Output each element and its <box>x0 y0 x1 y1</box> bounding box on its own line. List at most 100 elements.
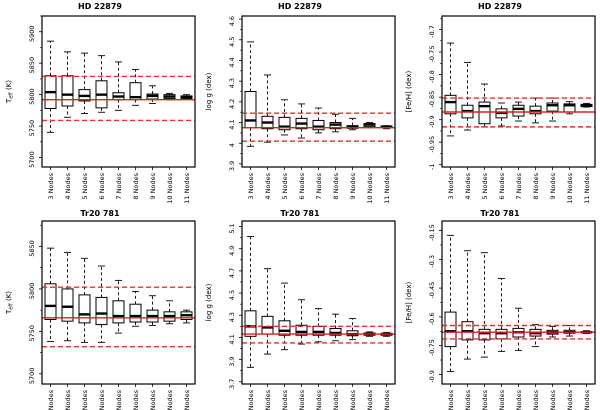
x-tick-label: 5 Nodes <box>281 172 289 199</box>
x-tick-label: 4 Nodes <box>264 172 272 199</box>
x-tick-label: 10 Nodes <box>566 172 574 203</box>
x-tick-label: 7 Nodes <box>115 172 123 199</box>
x-tick-label: 6 Nodes <box>298 389 306 410</box>
box <box>295 324 308 336</box>
y-axis-label: [Fe/H] (dex) <box>405 281 413 323</box>
y-tick-label: 4 <box>228 143 236 147</box>
plot-border <box>241 15 396 168</box>
x-tick-label: 5 Nodes <box>81 172 89 199</box>
y-tick-label: 5850 <box>28 240 36 257</box>
x-tick-label: 3 Nodes <box>47 389 55 410</box>
x-tick-label: 9 Nodes <box>149 172 157 199</box>
y-tick-label: 4.3 <box>228 78 236 88</box>
x-tick-label: 3 Nodes <box>247 389 255 410</box>
y-tick-label: -0.6 <box>428 313 436 326</box>
y-tick-label: 5750 <box>28 325 36 342</box>
panel-tr20781-teff: 5700 5750 5800 5850 3 Nodes 4 Nodes 5 Nodes 6 N… <box>0 205 200 410</box>
x-tick-label: 8 Nodes <box>532 172 540 199</box>
y-axis-label: Teff (K) <box>5 80 15 104</box>
x-tick-label: 10 Nodes <box>166 389 174 410</box>
x-tick-label: 7 Nodes <box>515 389 523 410</box>
box <box>112 300 125 324</box>
x-tick-label: 6 Nodes <box>98 172 106 199</box>
boxplot-svg-hd22879-teff: 5700 5750 5800 5850 5900 3 Nodes 4 Nodes 5 Node… <box>5 15 196 204</box>
panel-hd22879-logg: 3.9 4 4.1 4.2 4.3 4.4 4.5 4.6 3 Nodes 4 Nodes 5 No… <box>200 0 400 205</box>
y-tick-label: 4.1 <box>228 119 236 129</box>
y-tick-label: -0.15 <box>428 224 436 241</box>
x-tick-label: 9 Nodes <box>149 389 157 410</box>
x-tick-label: 11 Nodes <box>183 172 191 203</box>
y-tick-label: -0.85 <box>428 91 436 108</box>
y-tick-label: -0.75 <box>428 46 436 63</box>
x-tick-label: 4 Nodes <box>264 389 272 410</box>
x-tick-label: 11 Nodes <box>583 389 591 410</box>
y-tick-label: 5750 <box>28 120 36 137</box>
box <box>261 315 274 335</box>
x-tick-label: 5 Nodes <box>481 172 489 199</box>
box <box>129 303 142 323</box>
y-tick-label: 4.5 <box>228 290 236 300</box>
y-tick-label: 4.3 <box>228 312 236 322</box>
panel-title: Tr20 781 <box>280 209 320 218</box>
box <box>444 94 457 115</box>
panel-tr20781-feh: -0.9 -0.75 -0.6 -0.45 -0.3 -0.15 3 Nodes 4 Node… <box>400 205 600 410</box>
box <box>95 296 108 326</box>
x-tick-label: 4 Nodes <box>64 172 72 199</box>
y-tick-label: -0.9 <box>428 370 436 383</box>
x-tick-label: 9 Nodes <box>349 389 357 410</box>
panel-title: Tr20 781 <box>80 209 120 218</box>
y-tick-label: 5.1 <box>228 223 236 233</box>
x-tick-label: 10 Nodes <box>366 389 374 410</box>
plot-border <box>441 15 596 168</box>
y-tick-label: -0.9 <box>428 115 436 128</box>
x-tick-label: 3 Nodes <box>447 389 455 410</box>
x-tick-label: 11 Nodes <box>383 389 391 410</box>
boxplot-svg-hd22879-logg: 3.9 4 4.1 4.2 4.3 4.4 4.5 4.6 3 Nodes 4 Nodes 5 No… <box>205 15 396 204</box>
x-tick-label: 8 Nodes <box>332 172 340 199</box>
y-tick-label: -0.75 <box>428 339 436 356</box>
panel-hd22879-teff: 5700 5750 5800 5850 5900 3 Nodes 4 Nodes 5 Node… <box>0 0 200 205</box>
box <box>512 104 525 117</box>
y-tick-label: -1 <box>428 164 436 170</box>
y-tick-label: -0.3 <box>428 255 436 268</box>
x-tick-label: 9 Nodes <box>549 389 557 410</box>
x-tick-label: 7 Nodes <box>515 172 523 199</box>
y-tick-label: -0.95 <box>428 136 436 153</box>
box <box>444 311 457 348</box>
box <box>61 75 74 107</box>
y-tick-label: 5800 <box>28 88 36 105</box>
boxplot-svg-tr20781-logg: 3.7 3.9 4.1 4.3 4.5 4.7 4.9 5.1 3 Nodes 4 Nodes 5 … <box>205 220 396 410</box>
y-axis-label: log g (dex) <box>205 283 213 321</box>
x-tick-label: 7 Nodes <box>315 172 323 199</box>
x-tick-label: 11 Nodes <box>183 389 191 410</box>
box <box>244 91 257 129</box>
boxplot-svg-hd22879-feh: -1 -0.95 -0.9 -0.85 -0.8 -0.75 -0.7 3 Nodes 4 No… <box>405 15 596 204</box>
x-tick-label: 5 Nodes <box>481 389 489 410</box>
box <box>44 283 57 320</box>
y-tick-label: 4.2 <box>228 99 236 109</box>
y-tick-label: 3.7 <box>228 379 236 389</box>
x-tick-label: 7 Nodes <box>315 389 323 410</box>
x-tick-label: 3 Nodes <box>247 172 255 199</box>
box <box>278 320 291 336</box>
y-tick-label: 3.9 <box>228 161 236 171</box>
box <box>312 119 325 131</box>
panel-title: HD 22879 <box>478 2 522 11</box>
x-tick-label: 4 Nodes <box>64 389 72 410</box>
plot-border <box>41 220 196 385</box>
x-tick-label: 7 Nodes <box>115 389 123 410</box>
x-tick-label: 8 Nodes <box>532 389 540 410</box>
x-tick-label: 5 Nodes <box>81 389 89 410</box>
y-axis-label: log g (dex) <box>205 72 213 110</box>
y-tick-label: 5800 <box>28 283 36 300</box>
box <box>546 102 559 112</box>
x-tick-label: 9 Nodes <box>349 172 357 199</box>
y-tick-label: -0.8 <box>428 70 436 83</box>
y-tick-label: -0.7 <box>428 25 436 38</box>
y-tick-label: 5700 <box>28 368 36 385</box>
y-tick-label: 5900 <box>28 25 36 42</box>
x-tick-label: 11 Nodes <box>583 172 591 203</box>
x-tick-label: 4 Nodes <box>464 172 472 199</box>
y-axis-label: Teff (K) <box>5 291 15 315</box>
box <box>478 101 491 125</box>
